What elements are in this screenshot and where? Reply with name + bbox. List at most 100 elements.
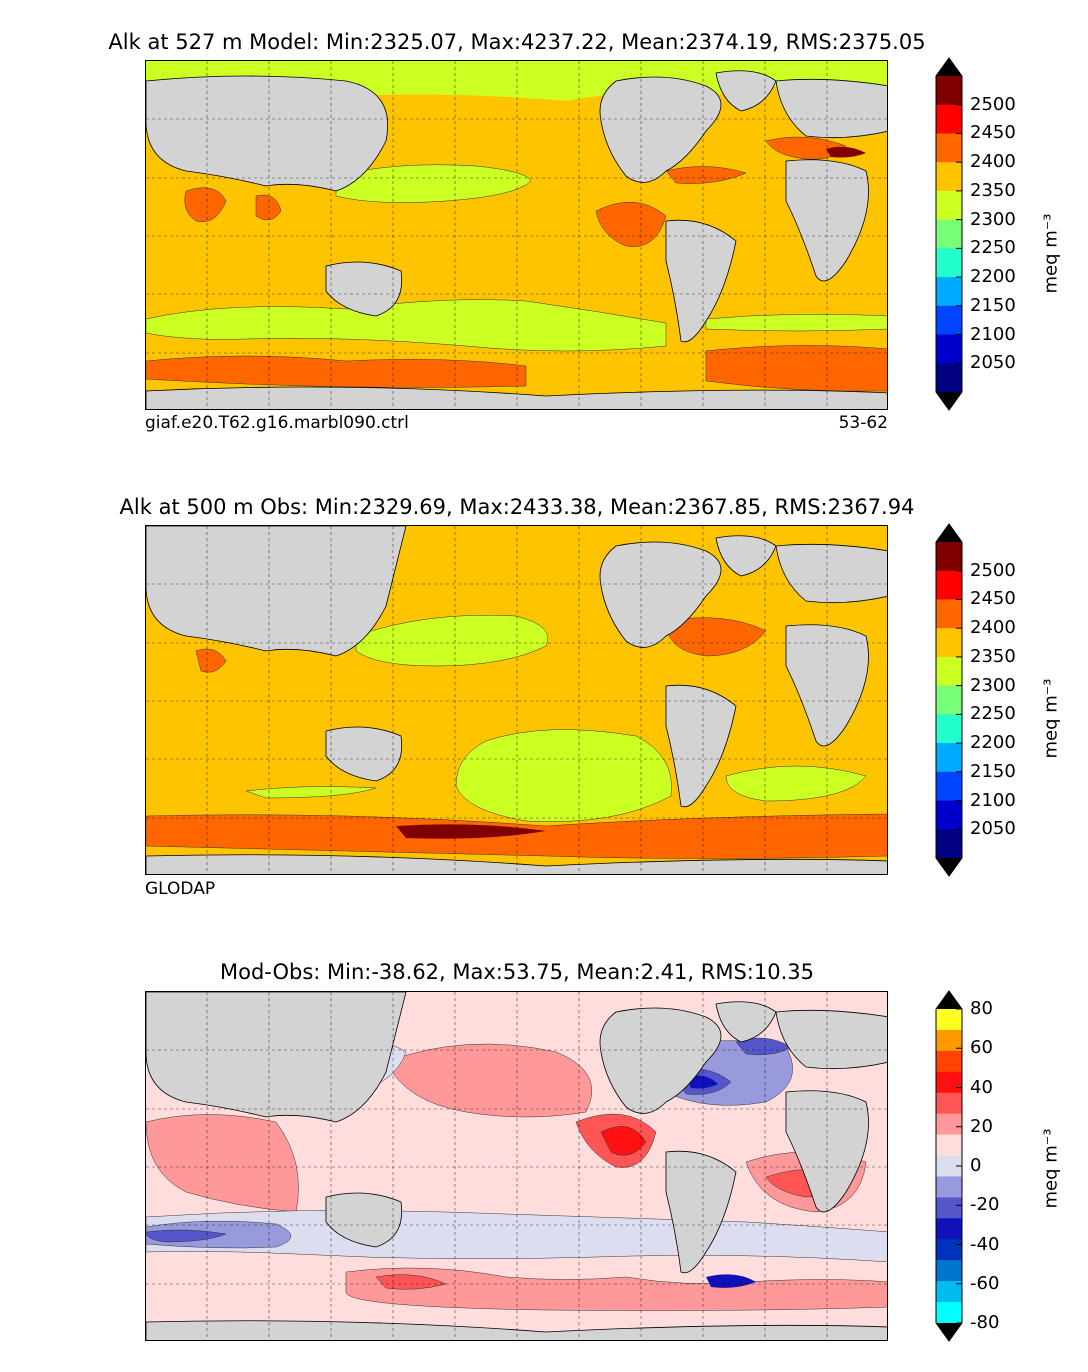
colorbar-segment	[936, 1197, 962, 1219]
europe	[775, 543, 887, 604]
diff-map	[145, 991, 888, 1341]
satl-low-band	[725, 765, 867, 802]
colorbar-segment	[936, 1155, 962, 1177]
colorbar-segment	[936, 1092, 962, 1115]
grid-lines	[146, 526, 887, 874]
epac-high	[595, 201, 667, 247]
so-pos	[345, 1267, 887, 1311]
colorbar-tick-label: 2100	[970, 789, 1016, 811]
arabian-high	[195, 648, 227, 673]
colorbar-model-unit: meq m⁻³	[1040, 213, 1062, 294]
south-america	[665, 1150, 737, 1274]
continents	[146, 526, 887, 874]
med-top	[826, 146, 866, 158]
europe	[775, 1009, 887, 1070]
colorbar-tick-label: 2200	[970, 732, 1016, 754]
panel3-title: Mod-Obs: Min:-38.62, Max:53.75, Mean:2.4…	[220, 960, 814, 984]
colorbar-extend-min	[936, 1323, 962, 1341]
so-neg3	[146, 1229, 227, 1243]
panel1-title: Alk at 527 m Model: Min:2325.07, Max:423…	[108, 30, 926, 54]
colorbar-diff-unit: meq m⁻³	[1040, 1128, 1062, 1209]
colorbar-frame	[935, 57, 963, 411]
colorbar-tick-label: 2400	[970, 151, 1016, 173]
africa	[785, 624, 869, 747]
colorbar-segment	[936, 829, 962, 859]
satl-low-band	[705, 313, 887, 332]
npac-low-band	[335, 164, 532, 203]
colorbar-tick-label: 80	[970, 998, 993, 1019]
bengal-high	[255, 194, 282, 221]
colorbar-tick-label: 2100	[970, 323, 1016, 345]
australia	[325, 726, 403, 782]
colorbar-extend-max	[936, 58, 962, 76]
colorbar-segment	[936, 800, 962, 830]
southern-high-w	[146, 355, 527, 388]
australia	[325, 1192, 403, 1248]
southern-top	[396, 824, 546, 839]
grid-lines	[146, 992, 887, 1340]
colorbar-tick-label: -60	[970, 1272, 1000, 1294]
colorbar-extend-min	[936, 858, 962, 876]
north-america	[599, 76, 722, 183]
colorbar-segment	[936, 363, 962, 393]
colorbar-tick-label: 2050	[970, 818, 1016, 840]
colorbar-segment	[936, 599, 962, 629]
colorbar-segment	[936, 743, 962, 773]
colorbar-tick-label: 2250	[970, 703, 1016, 725]
south-america	[665, 219, 737, 343]
colorbar-tick-label: 2300	[970, 674, 1016, 696]
colorbar-segment	[936, 771, 962, 802]
southern-high-e	[705, 345, 887, 392]
colorbar-segment	[936, 1239, 962, 1261]
colorbar-tick-label: -80	[970, 1312, 1000, 1333]
colorbar-segment	[936, 248, 962, 278]
colorbar-segment	[936, 1302, 962, 1324]
colorbar-tick-label: -20	[970, 1194, 1000, 1216]
so-neg-patch	[706, 1274, 756, 1288]
asia	[146, 75, 388, 192]
epac-pos4	[600, 1126, 647, 1156]
colorbar-segment	[936, 1176, 962, 1198]
colorbar-segment	[936, 1071, 962, 1094]
colorbar-tick-label: 2450	[970, 588, 1016, 610]
colorbar-tick-label: 2150	[970, 294, 1016, 316]
arabian-high	[184, 187, 227, 223]
colorbar-frame	[935, 523, 963, 877]
spac-low-band	[455, 729, 672, 822]
colorbar-tick-label: 2150	[970, 760, 1016, 782]
colorbar-segment	[936, 628, 962, 658]
africa	[785, 159, 869, 282]
continents	[146, 70, 887, 409]
npac-pos	[385, 1043, 592, 1118]
south-america	[665, 684, 737, 808]
colorbar-segment	[936, 305, 962, 336]
colorbar-segment	[936, 1029, 962, 1052]
colorbar-segment	[936, 714, 962, 744]
colorbar-tick-label: 2200	[970, 266, 1016, 288]
colorbar-diff	[935, 990, 963, 1342]
panel2-title: Alk at 500 m Obs: Min:2329.69, Max:2433.…	[119, 495, 915, 519]
colorbar-segment	[936, 162, 962, 192]
npac-low-band	[355, 614, 549, 667]
colorbar-tick-label: -40	[970, 1233, 1000, 1255]
south-low-band	[146, 299, 667, 352]
colorbar-segment	[936, 1134, 962, 1157]
colorbar-tick-label: 40	[970, 1076, 993, 1098]
colorbar-tick-label: 2050	[970, 352, 1016, 374]
model-map	[145, 60, 888, 410]
colorbar-segment	[936, 1050, 962, 1073]
greenland	[715, 70, 777, 112]
colorbar-segment	[936, 1009, 962, 1031]
colorbar-tick-label: 2350	[970, 645, 1016, 667]
colorbar-tick-label: 2350	[970, 179, 1016, 201]
australia	[325, 261, 403, 317]
panel1-case-name: giaf.e20.T62.g16.marbl090.ctrl	[145, 413, 409, 433]
colorbar-extend-max	[936, 524, 962, 542]
panel1-years: 53-62	[838, 413, 888, 433]
colorbar-tick-label: 0	[970, 1155, 982, 1176]
colorbar-segment	[936, 277, 962, 307]
natl-high	[665, 166, 747, 184]
colorbar-segment	[936, 570, 962, 600]
colorbar-segment	[936, 190, 962, 221]
colorbar-tick-label: 2300	[970, 208, 1016, 230]
